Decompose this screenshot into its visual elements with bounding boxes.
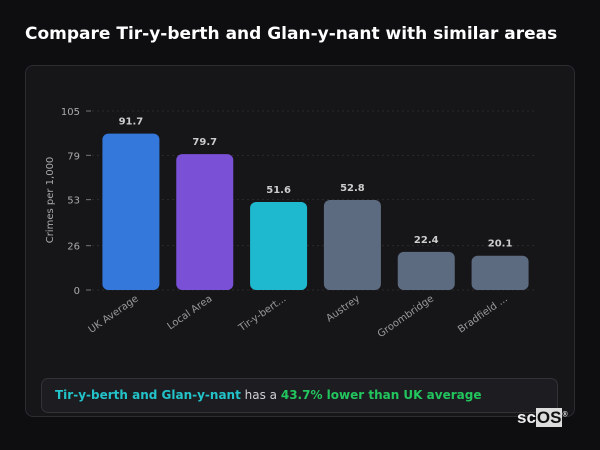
bar xyxy=(176,154,234,290)
value-label: 79.7 xyxy=(192,137,217,148)
value-label: 91.7 xyxy=(119,117,144,128)
page-title: Compare Tir-y-berth and Glan-y-nant with… xyxy=(25,24,558,44)
x-tick-label: Bradfield ... xyxy=(456,293,510,335)
bar xyxy=(397,251,455,290)
y-tick-label: 0 xyxy=(74,286,80,297)
value-label: 20.1 xyxy=(488,239,513,250)
y-tick-label: 105 xyxy=(61,107,80,118)
bar xyxy=(102,133,160,290)
summary-text: has a xyxy=(240,388,281,402)
bar xyxy=(323,199,381,290)
y-tick-label: 79 xyxy=(67,151,80,162)
summary-box: Tir-y-berth and Glan-y-nant has a 43.7% … xyxy=(41,378,558,413)
x-tick-label: Tir-y-bert... xyxy=(236,293,288,334)
summary-stat: 43.7% lower than UK average xyxy=(280,388,482,402)
bar xyxy=(250,202,308,290)
x-tick-label: UK Average xyxy=(87,293,141,335)
value-label: 22.4 xyxy=(414,235,439,246)
logo: scOS® xyxy=(517,408,568,427)
bar xyxy=(471,255,529,290)
y-tick-label: 26 xyxy=(67,242,80,253)
x-tick-label: Austrey xyxy=(324,293,362,324)
y-axis-label: Crimes per 1,000 xyxy=(45,157,56,244)
value-label: 51.6 xyxy=(266,185,291,196)
x-tick-label: Groombridge xyxy=(376,293,436,340)
x-tick-label: Local Area xyxy=(165,293,214,332)
area-name: Tir-y-berth and Glan-y-nant xyxy=(55,388,241,402)
y-tick-label: 53 xyxy=(67,196,80,207)
value-label: 52.8 xyxy=(340,183,365,194)
